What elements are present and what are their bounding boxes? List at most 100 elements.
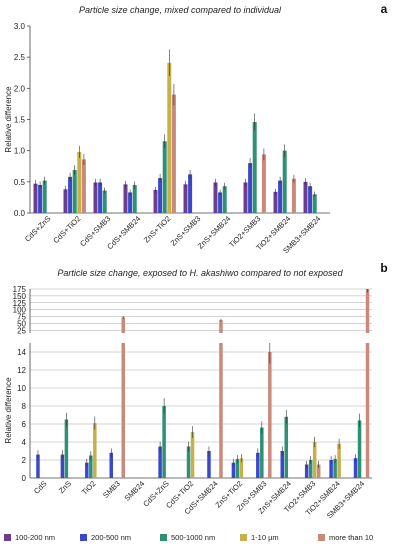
panel-b-bar	[190, 432, 195, 478]
panel-b-bar	[162, 406, 166, 478]
panel-b-y-axis-title: Relative difference	[4, 377, 13, 444]
panel-b-y-tick-label: 2	[22, 456, 27, 465]
panel-b-bar	[260, 427, 264, 478]
panel-a-y-tick-label: 0.5	[14, 178, 26, 187]
panel-b-bar	[207, 451, 211, 478]
panel-a-category-label: ZnS+TiO2	[142, 214, 172, 244]
panel-a-bar	[252, 121, 257, 213]
legend-item: 1-10 µm	[240, 530, 279, 544]
panel-a-bar	[183, 184, 188, 213]
panel-b-chart: Particle size change, exposed to H. akas…	[4, 261, 388, 520]
legend-swatch	[80, 533, 87, 541]
panel-b-y-tick-label: 150	[13, 292, 27, 301]
panel-a-bar	[162, 141, 167, 213]
panel-a-bar	[167, 62, 172, 213]
panel-a-bar	[158, 178, 163, 213]
panel-b-y-tick-label: 12	[17, 366, 26, 375]
panel-b-bar	[353, 458, 358, 478]
panel-a-y-tick-label: 2.0	[14, 84, 26, 93]
legend-item: 100-200 nm	[4, 530, 55, 544]
panel-b-bar	[316, 464, 321, 478]
legend-label: 500-1000 nm	[171, 532, 216, 542]
panel-b-bar	[186, 446, 191, 478]
panel-b-bar	[312, 442, 317, 478]
panel-b-y-tick-label: 10	[17, 384, 26, 393]
legend-swatch	[4, 533, 11, 541]
panel-a-y-tick-label: 0.0	[14, 209, 26, 218]
panel-b-category-label: SMB3	[101, 479, 122, 500]
panel-b-y-tick-label: 6	[22, 420, 27, 429]
panel-a-bar	[72, 169, 77, 213]
panel-a-bar	[222, 186, 227, 213]
panel-a-bar	[303, 181, 308, 213]
panel-b-y-tick-label: 25	[17, 326, 26, 335]
panel-a-bar	[93, 182, 98, 213]
panel-a-bar	[248, 163, 253, 213]
panel-b-bar	[64, 419, 69, 478]
panel-b-category-label: SMB24	[123, 479, 147, 503]
legend-item: 500-1000 nm	[160, 530, 215, 544]
panel-a-y-tick-label: 1.0	[14, 147, 26, 156]
panel-b-bar	[337, 443, 341, 478]
panel-a-bar	[261, 154, 266, 213]
panel-a-bar	[42, 180, 47, 213]
panel-b-category-label: CdS	[32, 479, 49, 496]
legend-item: more than 10	[318, 530, 373, 544]
panel-a-chart: Particle size change, mixed compared to …	[4, 2, 388, 255]
panel-a-bar	[282, 150, 287, 213]
legend-swatch	[160, 533, 167, 541]
panel-a-category-label: CdS+TiO2	[51, 214, 82, 245]
panel-a-y-tick-label: 2.5	[14, 53, 26, 62]
panel-b-bar	[304, 464, 309, 478]
panel-a-bar	[188, 174, 193, 213]
panel-b-label: b	[380, 261, 387, 275]
panel-b-bar	[365, 343, 370, 478]
panel-b-bar	[239, 458, 244, 478]
panel-b-bar	[85, 462, 89, 478]
panel-a-y-tick-label: 1.5	[14, 116, 26, 125]
panel-a-bar	[77, 151, 82, 213]
panel-a-label: a	[381, 2, 388, 16]
panel-a-bar	[153, 189, 158, 213]
panel-a-bar	[33, 183, 38, 213]
panel-a-bar	[132, 184, 137, 213]
legend-item: 200-500 nm	[80, 530, 131, 544]
panel-a-bar	[312, 194, 317, 213]
panel-b-bar	[308, 460, 313, 478]
panel-a-bar	[291, 178, 296, 213]
legend-swatch	[318, 533, 325, 541]
panel-a-bar	[273, 191, 278, 213]
panel-b-bar	[219, 343, 223, 478]
panel-b-title: Particle size change, exposed to H. akas…	[57, 268, 343, 278]
panel-a-bar	[218, 192, 223, 213]
panel-a-bar	[38, 184, 43, 213]
panel-b-y-tick-label: 75	[17, 313, 26, 322]
panel-b-y-tick-label: 4	[22, 438, 27, 447]
panel-a-y-axis-title: Relative difference	[4, 86, 13, 153]
panel-b-bar	[284, 416, 288, 478]
panel-b-bar	[93, 423, 97, 478]
panel-a-bar	[171, 94, 176, 213]
panel-b-bar	[60, 454, 65, 478]
panel-b-y-tick-label: 0	[22, 474, 27, 483]
panel-b-bar	[280, 451, 284, 478]
panel-a-bar	[308, 186, 313, 213]
panel-b-bar	[36, 454, 40, 478]
panel-a-bar	[102, 190, 107, 213]
panel-a-bar	[243, 182, 248, 213]
legend-label: 1-10 µm	[251, 532, 279, 542]
panel-a-bar	[68, 176, 73, 213]
legend-label: 100-200 nm	[15, 532, 56, 542]
panel-b-y-tick-label: 125	[13, 299, 27, 308]
panel-a-bar	[278, 180, 283, 213]
legend: 100-200 nm 200-500 nm 500-1000 nm 1-10 µm mo…	[0, 530, 400, 546]
panel-b-bar	[121, 343, 125, 478]
legend-label: more than 10	[329, 532, 374, 542]
panel-b-y-tick-label: 14	[17, 348, 26, 357]
panel-a-bar	[213, 182, 218, 213]
panel-b-bar	[256, 452, 260, 478]
panel-b-category-label: ZnS	[57, 479, 73, 495]
panel-b-bar	[231, 462, 236, 478]
panel-a-bar	[98, 182, 103, 213]
panel-b-y-tick-label: 175	[13, 285, 27, 294]
